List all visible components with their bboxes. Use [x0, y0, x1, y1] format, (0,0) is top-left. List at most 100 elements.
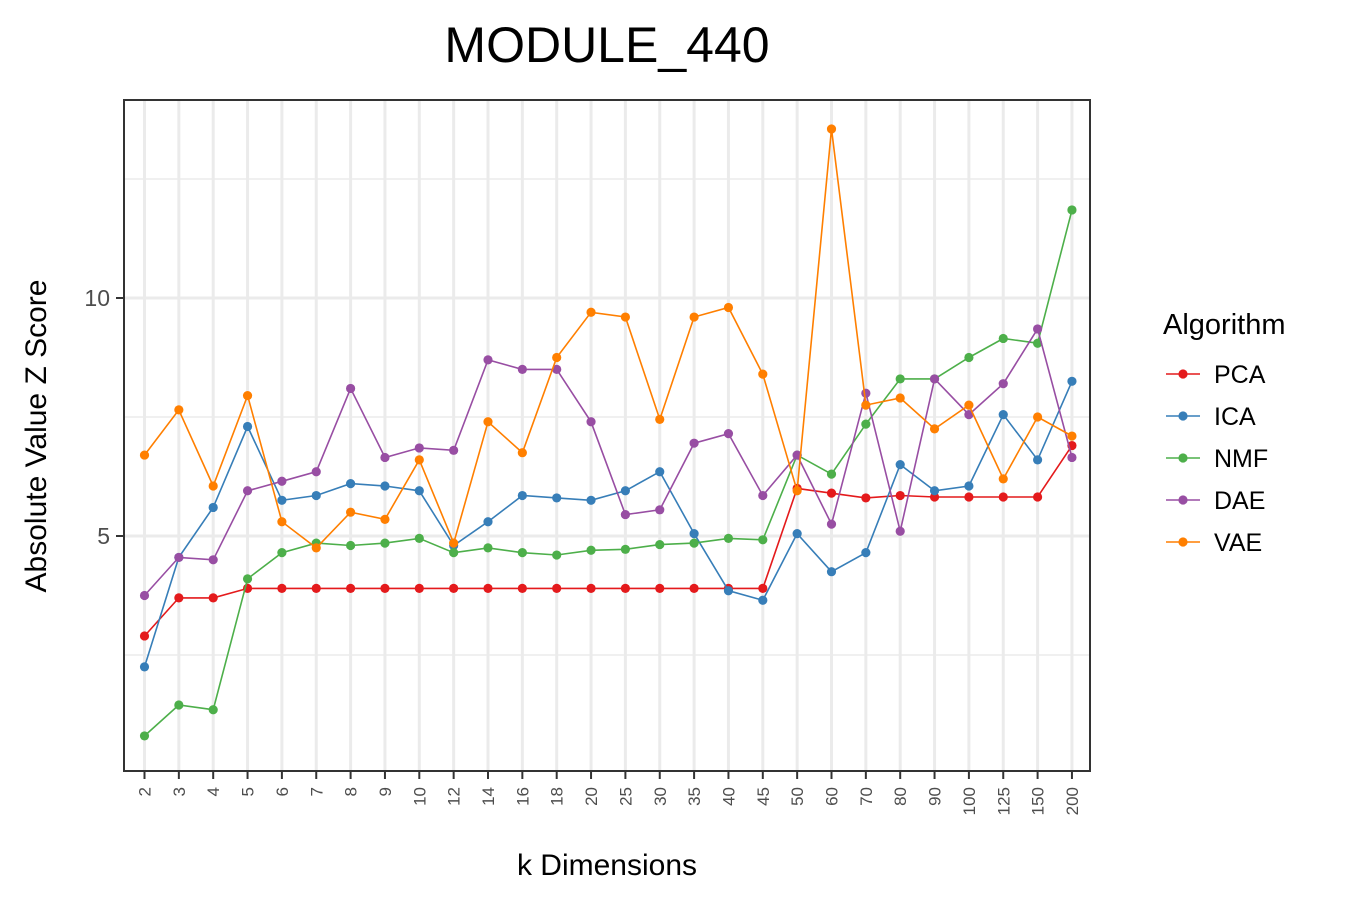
series-line-pca [143, 445, 1073, 637]
x-tick-label: 25 [616, 787, 635, 806]
legend-label-nmf: NMF [1214, 445, 1268, 473]
x-tick-label: 10 [410, 787, 429, 806]
data-point-vae-200 [1067, 431, 1077, 441]
data-point-vae-45 [758, 369, 768, 379]
chart-title: MODULE_440 [444, 17, 769, 73]
series-pca [139, 440, 1077, 641]
data-point-nmf-8 [346, 540, 356, 551]
data-point-pca-10 [414, 583, 424, 593]
data-point-pca-9 [380, 583, 390, 593]
data-point-ica-7 [311, 490, 321, 501]
data-point-nmf-18 [552, 550, 562, 560]
x-tick-label: 14 [479, 787, 498, 806]
data-point-dae-12 [449, 445, 459, 455]
legend-label-ica: ICA [1214, 403, 1256, 431]
data-point-pca-35 [689, 583, 699, 593]
y-axis-title: Absolute Value Z Score [20, 280, 53, 593]
data-point-dae-6 [277, 476, 287, 486]
data-point-dae-30 [655, 505, 665, 515]
data-point-dae-200 [1067, 452, 1077, 463]
legend-item-ica: ICA [1166, 403, 1256, 431]
data-point-nmf-25 [620, 544, 631, 554]
data-point-ica-40 [723, 586, 734, 596]
data-point-nmf-10 [414, 533, 424, 543]
data-point-ica-60 [826, 567, 837, 577]
data-point-vae-12 [449, 538, 459, 548]
data-point-pca-20 [586, 583, 596, 593]
data-point-dae-150 [1033, 324, 1043, 334]
data-point-nmf-45 [758, 535, 768, 545]
data-point-vae-35 [689, 312, 699, 322]
data-point-vae-60 [826, 124, 837, 134]
series-line-dae [143, 326, 1073, 597]
x-tick-label: 12 [445, 787, 464, 806]
data-point-vae-30 [655, 414, 665, 424]
data-point-pca-30 [655, 583, 665, 593]
x-tick-label: 80 [891, 787, 910, 806]
data-point-ica-25 [620, 486, 631, 496]
legend-item-vae: VAE [1166, 529, 1262, 557]
data-point-ica-200 [1067, 376, 1077, 386]
y-tick-label: 5 [97, 523, 110, 549]
data-point-pca-60 [826, 488, 837, 498]
data-point-vae-25 [620, 312, 631, 322]
x-axis-title: k Dimensions [517, 849, 697, 882]
x-tick-label: 50 [788, 787, 807, 806]
x-tick-label: 7 [307, 787, 326, 796]
data-point-dae-100 [964, 410, 974, 420]
data-point-ica-125 [998, 410, 1008, 420]
data-point-pca-8 [346, 583, 356, 593]
x-tick-label: 6 [273, 787, 292, 796]
data-point-ica-10 [414, 486, 424, 496]
data-point-vae-16 [517, 448, 527, 458]
data-point-vae-90 [929, 424, 940, 434]
legend-key-point [1178, 369, 1188, 379]
x-tick-label: 100 [960, 787, 979, 815]
data-point-nmf-200 [1067, 205, 1077, 215]
data-point-pca-14 [483, 583, 493, 593]
data-point-dae-5 [242, 486, 253, 496]
x-tick-label: 2 [136, 787, 155, 796]
data-point-nmf-125 [998, 333, 1008, 344]
data-point-ica-50 [792, 529, 802, 539]
data-point-ica-2 [139, 662, 150, 672]
data-point-vae-80 [895, 393, 905, 403]
data-point-dae-18 [552, 364, 562, 374]
legend-item-nmf: NMF [1166, 445, 1268, 473]
data-point-ica-18 [552, 493, 562, 503]
x-tick-label: 200 [1063, 787, 1082, 815]
data-point-pca-7 [311, 583, 321, 593]
data-point-vae-8 [346, 507, 356, 517]
legend-title: Algorithm [1163, 309, 1286, 341]
legend-key-point [1178, 495, 1188, 505]
data-point-dae-40 [723, 429, 734, 439]
data-point-dae-7 [311, 467, 321, 477]
data-point-vae-40 [723, 302, 734, 313]
data-point-pca-45 [758, 583, 768, 593]
data-point-pca-2 [139, 631, 150, 641]
data-point-ica-8 [346, 479, 356, 489]
data-point-vae-7 [311, 543, 321, 553]
data-point-ica-6 [277, 495, 287, 505]
x-tick-label: 45 [754, 787, 773, 806]
data-point-dae-8 [346, 383, 356, 394]
data-point-nmf-16 [517, 548, 527, 558]
data-point-dae-2 [139, 590, 150, 601]
x-tick-label: 125 [994, 787, 1013, 815]
data-point-dae-25 [620, 509, 631, 520]
data-point-nmf-14 [483, 543, 493, 553]
data-point-ica-90 [929, 486, 940, 496]
data-point-nmf-35 [689, 538, 699, 548]
x-tick-label: 40 [719, 787, 738, 806]
data-point-dae-60 [826, 519, 837, 529]
data-point-dae-4 [208, 555, 218, 565]
data-point-ica-14 [483, 517, 493, 527]
data-point-pca-150 [1033, 492, 1043, 502]
data-point-vae-150 [1033, 412, 1043, 422]
x-tick-label: 70 [857, 787, 876, 806]
series-line-nmf [143, 209, 1073, 737]
x-tick-label: 9 [376, 787, 395, 796]
data-point-pca-125 [998, 492, 1008, 502]
legend-item-dae: DAE [1166, 487, 1265, 515]
data-point-ica-100 [964, 481, 974, 491]
